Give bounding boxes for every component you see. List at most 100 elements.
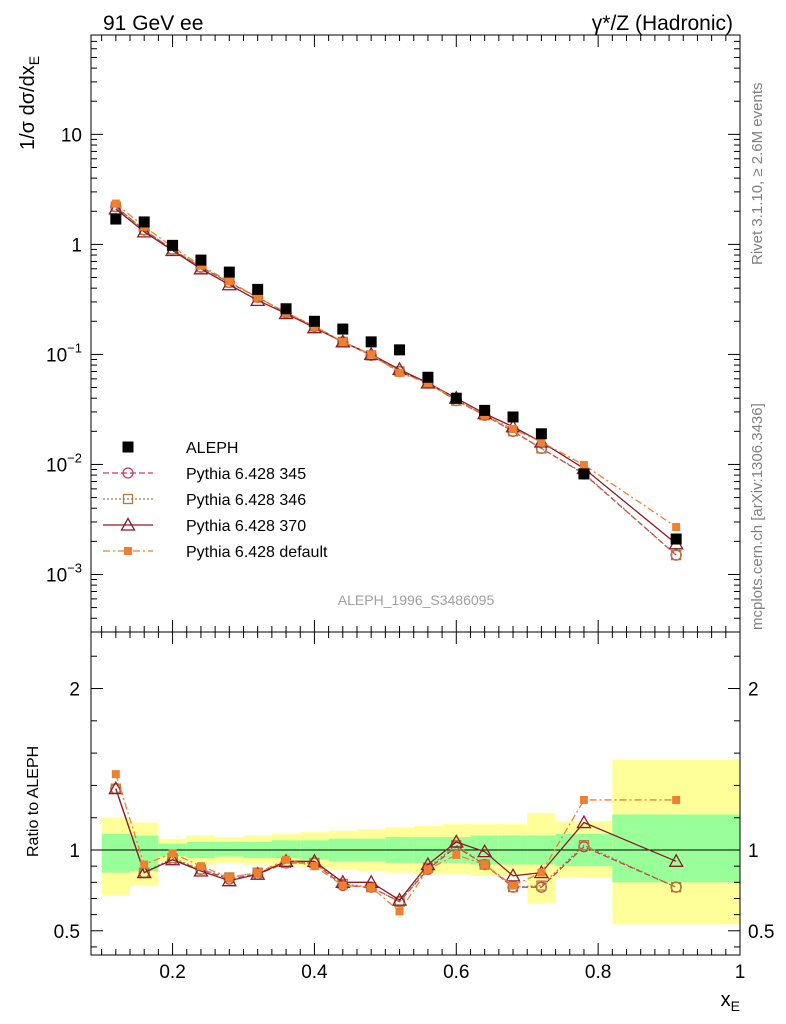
ratio-plot-frame xyxy=(90,631,741,956)
data-point-main xyxy=(671,549,682,561)
series-line-ratio xyxy=(115,788,677,901)
main-panel: 10−3 10−2 10−1 1 10 ALEPH_1996_S3486095 1/σ … xyxy=(17,34,741,633)
right-title: γ*/Z (Hadronic) xyxy=(592,12,733,35)
legend-label: Pythia 6.428 345 xyxy=(186,466,306,483)
data-point-ratio xyxy=(537,868,546,877)
data-point-ratio xyxy=(672,795,681,804)
uncertainty-band-green xyxy=(612,814,740,883)
x-tick-label: 0.4 xyxy=(301,962,328,983)
data-point-ratio xyxy=(668,853,684,867)
data-point-ratio xyxy=(578,840,590,851)
data-point-main xyxy=(253,293,262,302)
data-point-main xyxy=(672,523,681,532)
data-point-ratio xyxy=(164,851,181,866)
legend-marker xyxy=(122,493,134,505)
data-point-ratio xyxy=(509,881,518,890)
legend-label: Pythia 6.428 default xyxy=(186,544,328,561)
data-point-ratio xyxy=(338,881,347,890)
data-point-main xyxy=(111,199,120,208)
data-point-reference xyxy=(223,266,235,278)
data-point-reference xyxy=(308,315,320,327)
legend-label: ALEPH xyxy=(186,440,238,457)
ratio-y-axis-label: Ratio to ALEPH xyxy=(25,746,42,857)
data-point-main xyxy=(395,368,404,377)
data-point-ratio xyxy=(579,795,588,804)
main-y-axis-label: 1/σ dσ/dxE xyxy=(17,56,42,150)
data-point-main xyxy=(196,261,205,270)
uncertainty-band-green xyxy=(101,833,131,873)
data-point-main xyxy=(537,437,546,446)
data-point-ratio xyxy=(477,843,493,858)
data-point-reference xyxy=(535,428,547,440)
y-tick-label-ratio-right: 1 xyxy=(748,841,759,862)
main-plot-frame xyxy=(90,34,741,633)
data-point-ratio xyxy=(196,862,205,871)
ratio-plot-area: 0.2 0.4 0.6 0.8 10.5 0.51 12 2 xyxy=(54,632,774,983)
data-point-reference xyxy=(252,283,264,295)
y-tick-label-main: 10−3 xyxy=(46,560,82,586)
data-point-ratio xyxy=(480,860,489,869)
data-point-reference xyxy=(365,336,377,348)
data-point-ratio xyxy=(310,862,319,871)
data-point-ratio xyxy=(140,860,149,869)
y-tick-label-ratio-right: 0.5 xyxy=(748,922,774,943)
data-point-ratio xyxy=(395,907,404,916)
data-point-reference xyxy=(479,404,491,416)
data-point-ratio xyxy=(423,865,432,874)
data-point-ratio xyxy=(452,850,461,859)
legend: ALEPH Pythia 6.428 345 Pythia 6.428 346 Pyt… xyxy=(103,440,328,561)
legend-label: Pythia 6.428 370 xyxy=(186,518,306,535)
data-point-ratio xyxy=(168,849,177,858)
x-axis-label: xE xyxy=(721,989,740,1014)
data-point-reference xyxy=(670,533,682,545)
data-point-ratio xyxy=(136,864,152,879)
analysis-label: ALEPH_1996_S3486095 xyxy=(338,592,495,608)
data-point-main xyxy=(338,337,347,346)
series-line-ratio xyxy=(115,773,677,913)
data-point-main xyxy=(423,378,432,387)
uncertainty-band-green xyxy=(271,840,301,859)
side-text-top: Rivet 3.1.10, ≥ 2.6M events xyxy=(749,83,766,266)
data-point-main xyxy=(367,350,376,359)
data-point-ratio xyxy=(282,855,291,864)
data-point-reference xyxy=(578,468,590,480)
data-point-reference xyxy=(167,239,179,251)
data-point-main xyxy=(579,460,588,469)
data-point-ratio xyxy=(225,873,234,882)
data-point-reference xyxy=(394,344,406,356)
uncertainty-band-green xyxy=(215,841,244,857)
data-point-reference xyxy=(450,392,462,404)
y-tick-label-ratio-right: 2 xyxy=(748,680,759,701)
data-point-reference xyxy=(138,216,150,228)
data-point-ratio xyxy=(193,863,209,877)
data-point-ratio xyxy=(367,883,376,892)
y-tick-label-main: 10−2 xyxy=(46,450,82,476)
ratio-panel: 0.2 0.4 0.6 0.8 10.5 0.51 12 2 Ratio to ALEPH x… xyxy=(25,631,774,1014)
legend-marker xyxy=(120,517,136,531)
y-tick-label-ratio: 0.5 xyxy=(54,922,80,943)
x-tick-label: 0.8 xyxy=(585,962,611,983)
y-tick-label-main: 1 xyxy=(71,235,82,256)
data-point-reference xyxy=(195,254,207,266)
data-point-ratio xyxy=(576,814,592,829)
side-text-bottom: mcplots.cern.ch [arXiv:1306.3436] xyxy=(749,403,766,630)
data-point-main xyxy=(225,277,234,286)
data-point-main xyxy=(509,424,518,433)
legend-marker xyxy=(124,547,132,555)
y-tick-label-ratio: 1 xyxy=(69,841,80,862)
y-tick-label-ratio: 2 xyxy=(69,680,80,701)
y-tick-label-main: 10 xyxy=(61,125,82,146)
data-point-ratio xyxy=(253,868,262,877)
legend-marker xyxy=(122,441,134,453)
data-point-ratio xyxy=(108,780,124,795)
legend-label: Pythia 6.428 346 xyxy=(186,492,306,509)
data-point-ratio xyxy=(448,834,464,848)
data-point-reference xyxy=(422,371,434,383)
y-tick-label-main: 10−1 xyxy=(46,340,82,366)
data-point-reference xyxy=(337,323,349,335)
data-point-ratio xyxy=(479,859,490,870)
main-plot-area: 10−3 10−2 10−1 1 10 xyxy=(46,34,741,633)
data-point-ratio xyxy=(391,892,408,906)
data-point-ratio xyxy=(505,868,521,882)
